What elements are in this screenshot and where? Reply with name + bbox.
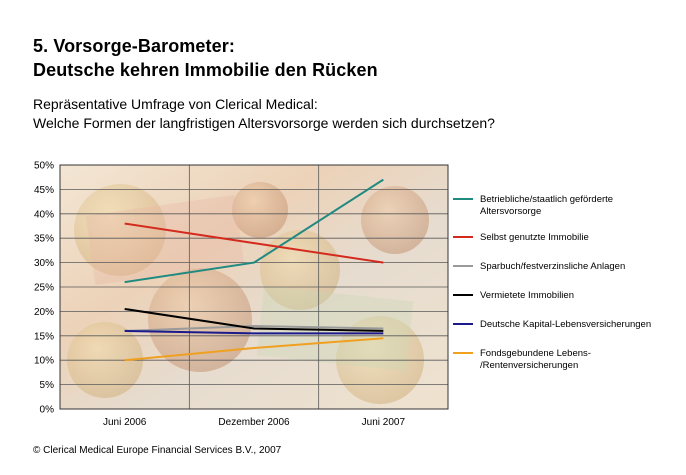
legend: Betriebliche/staatlich geförderteAltersv… bbox=[453, 194, 651, 371]
y-tick-label: 40% bbox=[34, 209, 54, 220]
y-tick-label: 35% bbox=[34, 234, 54, 245]
y-tick-label: 45% bbox=[34, 185, 54, 196]
legend-label: Vermietete Immobilien bbox=[480, 290, 574, 301]
legend-item: Vermietete Immobilien bbox=[453, 290, 574, 301]
coin-decoration bbox=[74, 184, 166, 276]
page-title-line1: 5. Vorsorge-Barometer: bbox=[33, 36, 235, 56]
coin-decoration bbox=[232, 182, 288, 238]
axes: 0% 5% 10% 15% 20% 25% 30% 35% 40% 45% 50% Juni 2006… bbox=[34, 161, 449, 428]
y-tick-label: 50% bbox=[34, 161, 54, 172]
legend-label: Sparbuch/festverzinsliche Anlagen bbox=[480, 261, 625, 272]
y-tick-label: 30% bbox=[34, 258, 54, 269]
legend-item: Betriebliche/staatlich geförderteAltersv… bbox=[453, 194, 613, 217]
y-tick-label: 5% bbox=[40, 380, 55, 391]
coin-decoration bbox=[361, 186, 429, 254]
series-lines bbox=[124, 178, 384, 362]
legend-label: Altersvorsorge bbox=[480, 206, 541, 217]
legend-label: Fondsgebundene Lebens- bbox=[480, 348, 591, 359]
legend-item: Selbst genutzte Immobilie bbox=[453, 232, 589, 243]
line-chart: 0% 5% 10% 15% 20% 25% 30% 35% 40% 45% 50% Juni 2006… bbox=[34, 161, 651, 429]
y-tick-label: 0% bbox=[40, 405, 55, 416]
coin-decoration bbox=[260, 230, 340, 310]
copyright-footer: © Clerical Medical Europe Financial Serv… bbox=[33, 445, 282, 456]
legend-item: Deutsche Kapital-Lebensversicherungen bbox=[453, 319, 651, 330]
y-tick-label: 20% bbox=[34, 307, 54, 318]
subtitle-line2: Welche Formen der langfristigen Altersvo… bbox=[33, 115, 495, 131]
legend-label: Betriebliche/staatlich geförderte bbox=[480, 194, 613, 205]
series-line bbox=[124, 307, 384, 332]
series-line bbox=[124, 337, 384, 362]
legend-label: /Rentenversicherungen bbox=[480, 360, 578, 371]
x-tick-label: Juni 2006 bbox=[103, 417, 147, 428]
series-line bbox=[124, 222, 384, 264]
legend-item: Fondsgebundene Lebens-/Rentenversicherun… bbox=[453, 348, 591, 371]
y-tick-label: 15% bbox=[34, 331, 54, 342]
y-tick-label: 10% bbox=[34, 356, 54, 367]
series-line bbox=[124, 178, 384, 284]
subtitle-line1: Repräsentative Umfrage von Clerical Medi… bbox=[33, 96, 318, 112]
legend-label: Selbst genutzte Immobilie bbox=[480, 232, 589, 243]
x-tick-label: Dezember 2006 bbox=[218, 417, 290, 428]
legend-item: Sparbuch/festverzinsliche Anlagen bbox=[453, 261, 625, 272]
legend-label: Deutsche Kapital-Lebensversicherungen bbox=[480, 319, 651, 330]
y-tick-label: 25% bbox=[34, 283, 54, 294]
plot-frame bbox=[59, 164, 449, 410]
series-line bbox=[124, 325, 384, 332]
series-line bbox=[124, 329, 384, 335]
page-title-line2: Deutsche kehren Immobilie den Rücken bbox=[33, 60, 378, 80]
x-tick-label: Juni 2007 bbox=[362, 417, 406, 428]
